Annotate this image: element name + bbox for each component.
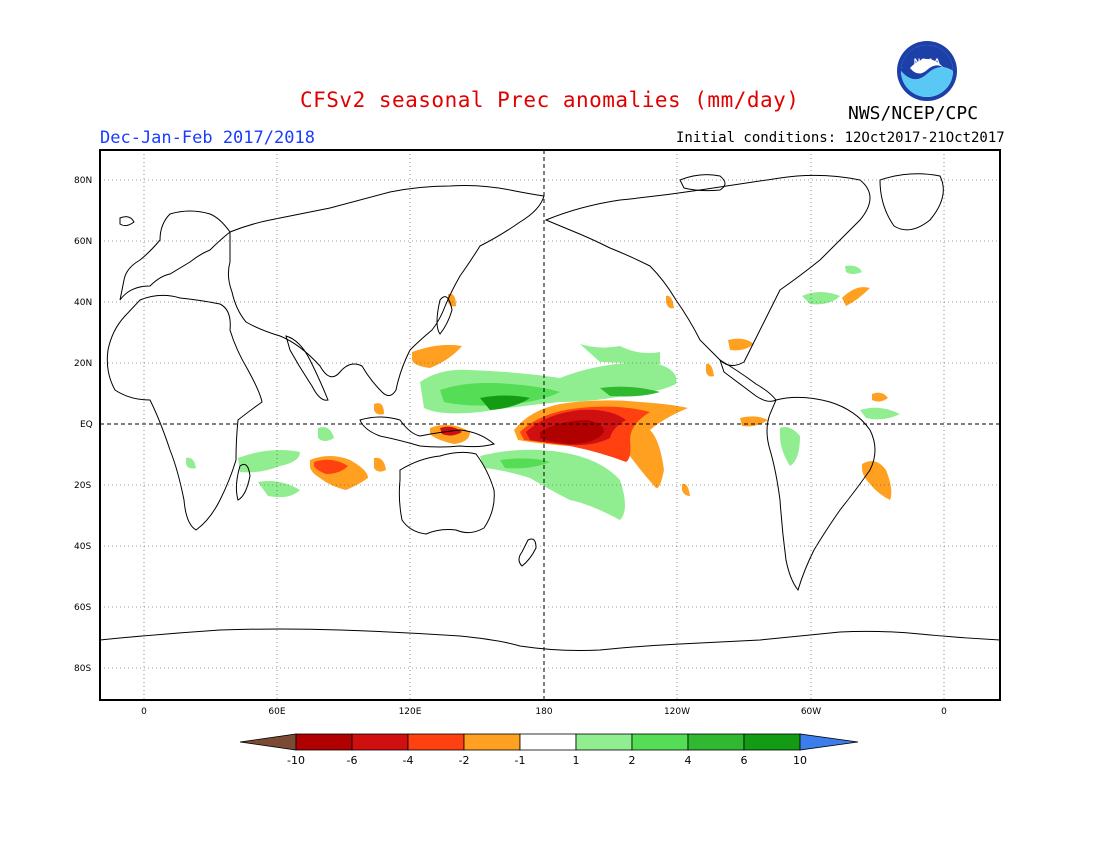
colorbar-label-8: 4 (685, 754, 692, 767)
colorbar-segment-1 (295, 733, 353, 751)
dry-area-atlantic-small (872, 392, 888, 402)
wet-max-north-pacific (480, 395, 530, 410)
map-frame (99, 149, 1001, 701)
coast-australia (398, 451, 495, 535)
coastlines (99, 173, 1001, 651)
coast-antarctica (99, 628, 1001, 651)
colorbar-label-5: -1 (515, 754, 526, 767)
coast-north-america (544, 174, 871, 366)
wet-core-north-pacific (440, 382, 560, 406)
lat-label-40n: 40N (74, 298, 92, 308)
lon-label-0-right: 0 (941, 707, 947, 717)
colorbar-label-2: -6 (347, 754, 358, 767)
lat-label-40s: 40S (74, 542, 91, 552)
coast-asia (227, 185, 545, 396)
colorbar: -10 -6 -4 -2 -1 1 2 4 6 10 (239, 733, 859, 767)
colorbar-label-6: 1 (573, 754, 580, 767)
lat-label-60s: 60S (74, 603, 91, 613)
wet-area-indian-ocean-3 (318, 427, 334, 441)
dry-area-central-pacific-max (540, 420, 604, 444)
wet-area-north-atlantic (802, 292, 840, 305)
coast-madagascar (235, 463, 251, 501)
coast-central-america (719, 358, 777, 402)
dry-area-south-pacific-small (682, 483, 690, 496)
colorbar-label-4: -2 (459, 754, 470, 767)
page-title: CFSv2 seasonal Prec anomalies (mm/day) (300, 88, 800, 112)
coast-new-zealand (518, 538, 537, 567)
colorbar-segment-lowest (239, 733, 297, 751)
lon-label-60e: 60E (268, 707, 285, 717)
initial-conditions-label: Initial conditions: 12Oct2017-21Oct2017 (676, 130, 1005, 146)
wet-area-tropical-atlantic (860, 407, 900, 420)
lon-label-120w: 120W (664, 707, 690, 717)
lon-label-180: 180 (535, 707, 552, 717)
longitude-labels: 0 60E 120E 180 120W 60W 0 (141, 707, 947, 717)
latitude-labels: 80N 60N 40N 20N EQ 20S 40S 60S 80S (74, 176, 93, 674)
lon-label-60w: 60W (801, 707, 821, 717)
dry-area-indian-ocean-core (314, 459, 348, 474)
dry-area-indian-ocean-2 (374, 457, 386, 472)
coast-indonesia (359, 416, 496, 448)
season-label: Dec-Jan-Feb 2017/2018 (100, 128, 315, 148)
dry-area-philippines (412, 344, 462, 368)
coast-india (285, 335, 329, 401)
lon-label-0-left: 0 (141, 707, 147, 717)
noaa-logo: NOAA (897, 41, 957, 101)
colorbar-segment-9 (743, 733, 801, 751)
dry-area-sea-west-pacific (374, 403, 384, 415)
colorbar-segment-8 (687, 733, 745, 751)
lat-label-80s: 80S (74, 664, 91, 674)
wet-area-central-pacific (600, 386, 660, 397)
colorbar-label-3: -4 (403, 754, 414, 767)
coast-europe (119, 210, 231, 301)
lat-label-eq: EQ (80, 420, 93, 430)
dry-area-mexico (706, 363, 714, 377)
dry-area-west-coast-na (666, 295, 674, 309)
wet-area-indian-ocean-2 (258, 481, 300, 498)
dry-area-north-atlantic (842, 287, 870, 306)
colorbar-segment-3 (407, 733, 465, 751)
anomaly-shading (186, 265, 900, 520)
wet-area-arctic-1 (845, 265, 862, 274)
colorbar-segment-4 (463, 733, 521, 751)
colorbar-segment-2 (351, 733, 409, 751)
colorbar-label-10: 10 (793, 754, 807, 767)
wet-area-south-pacific-core (500, 458, 550, 469)
lat-label-20s: 20S (74, 481, 91, 491)
coast-arctic-islands (679, 174, 726, 192)
coast-south-america (766, 396, 876, 592)
colorbar-segment-6 (575, 733, 633, 751)
coast-japan (436, 296, 453, 335)
colorbar-segment-7 (631, 733, 689, 751)
agency-label: NWS/NCEP/CPC (848, 103, 979, 124)
wet-area-north-pacific-2 (580, 344, 660, 364)
noaa-logo-text: NOAA (914, 57, 941, 67)
lat-label-20n: 20N (74, 359, 92, 369)
colorbar-segment-highest (799, 733, 859, 751)
colorbar-label-9: 6 (741, 754, 748, 767)
colorbar-label-7: 2 (629, 754, 636, 767)
dry-area-gulf-mexico (728, 338, 754, 351)
lon-label-120e: 120E (399, 707, 422, 717)
wet-area-africa (186, 457, 196, 469)
coast-greenland (879, 173, 944, 231)
dry-area-brazil (862, 461, 892, 500)
wet-area-indian-ocean (238, 450, 300, 473)
wet-area-amazon (780, 427, 800, 466)
coast-africa (106, 294, 263, 531)
colorbar-segment-5 (519, 733, 577, 751)
colorbar-label-1: -10 (287, 754, 305, 767)
lat-label-80n: 80N (74, 176, 92, 186)
coast-iceland (119, 216, 135, 227)
dry-area-tropical-atlantic (740, 416, 768, 427)
lat-label-60n: 60N (74, 237, 92, 247)
